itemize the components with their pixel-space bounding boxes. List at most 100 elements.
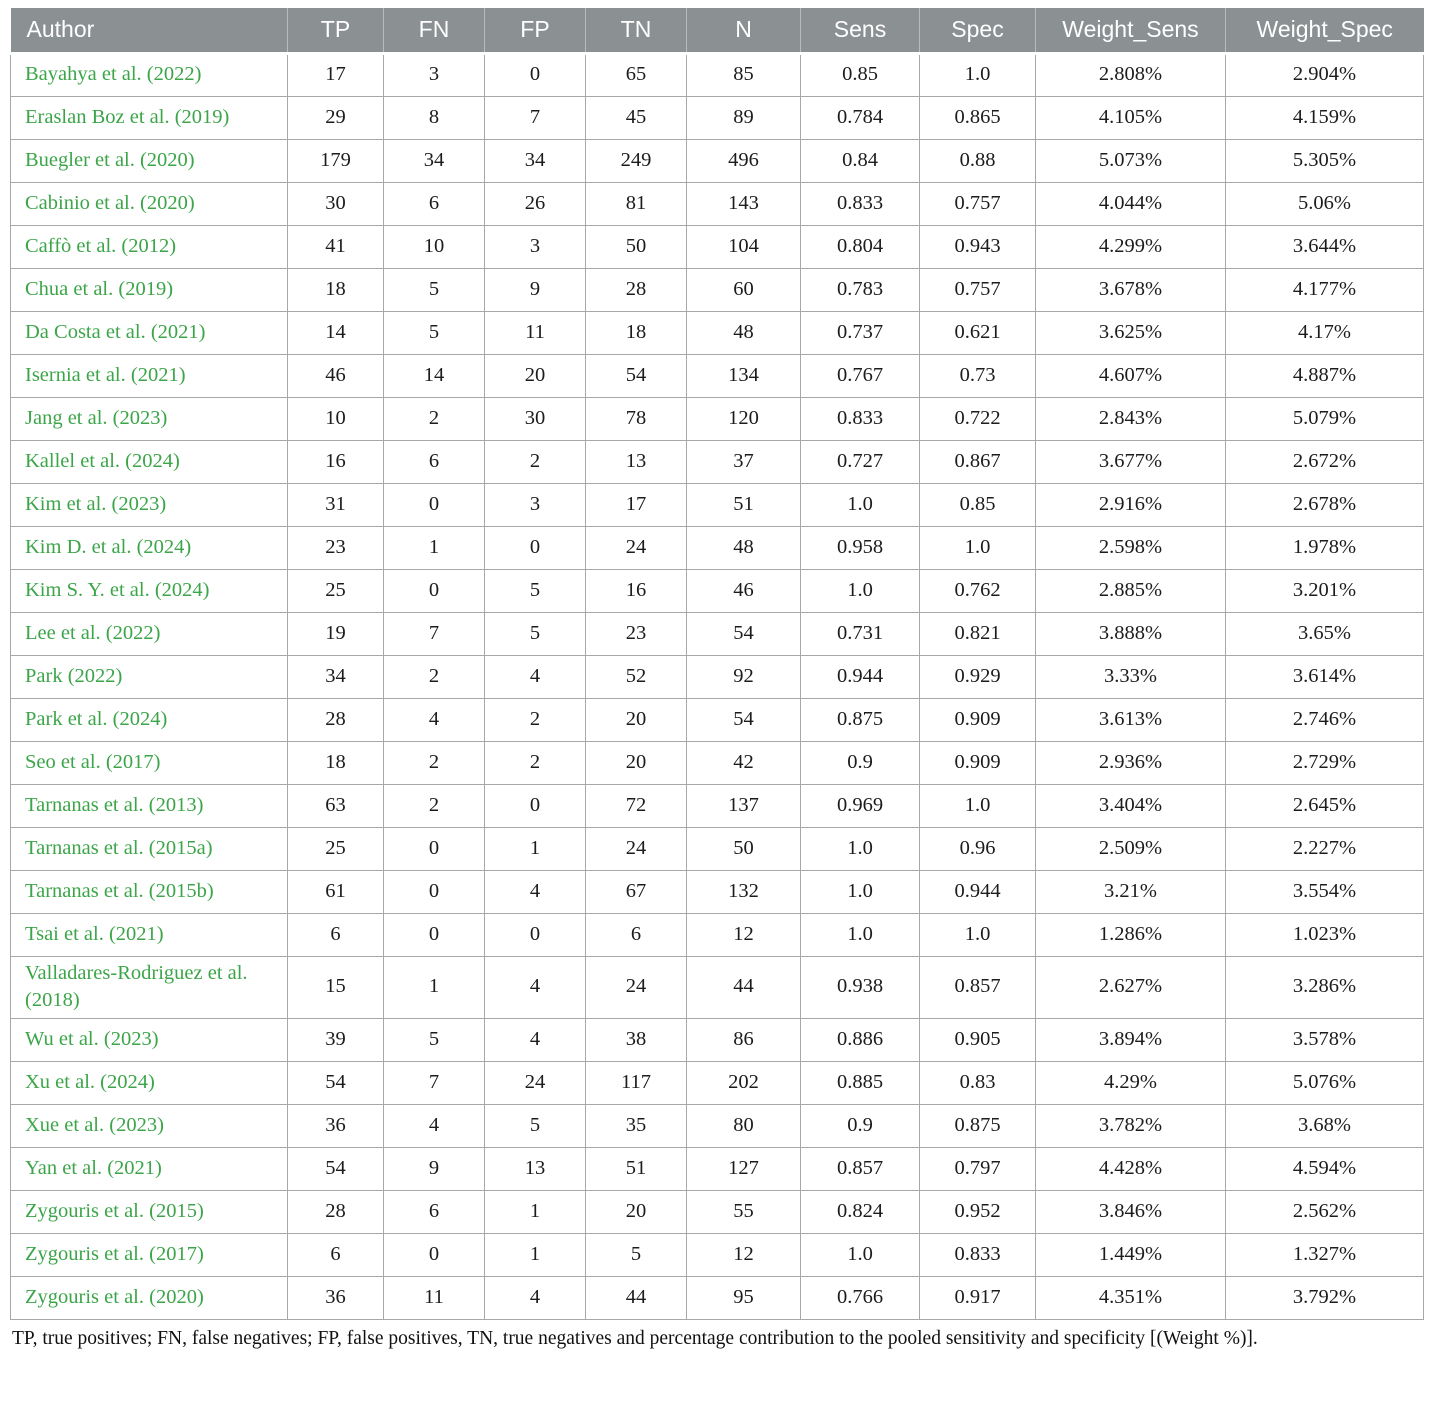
cell-sens: 1.0 (800, 482, 920, 527)
cell-fp: 20 (484, 353, 586, 398)
cell-weight_spec: 2.678% (1225, 482, 1424, 527)
cell-sens: 0.784 (800, 95, 920, 140)
cell-weight_sens: 3.625% (1035, 310, 1226, 355)
author-citation-link[interactable]: Tarnanas et al. (2015a) (10, 826, 288, 871)
author-citation-link[interactable]: Eraslan Boz et al. (2019) (10, 95, 288, 140)
cell-spec: 0.865 (919, 95, 1036, 140)
author-citation-link[interactable]: Zygouris et al. (2020) (10, 1275, 288, 1320)
cell-sens: 0.727 (800, 439, 920, 484)
author-citation-link[interactable]: Kim S. Y. et al. (2024) (10, 568, 288, 613)
cell-sens: 0.857 (800, 1146, 920, 1191)
cell-spec: 0.917 (919, 1275, 1036, 1320)
cell-n: 44 (686, 955, 801, 1019)
cell-weight_spec: 3.68% (1225, 1103, 1424, 1148)
cell-tn: 6 (585, 912, 687, 957)
author-citation-link[interactable]: Tarnanas et al. (2015b) (10, 869, 288, 914)
cell-tp: 18 (287, 267, 384, 312)
cell-tn: 44 (585, 1275, 687, 1320)
author-citation-link[interactable]: Seo et al. (2017) (10, 740, 288, 785)
table-row: Buegler et al. (2020) 179 34 34 249 496 0.84 0.… (10, 138, 1424, 183)
cell-fn: 6 (383, 439, 485, 484)
table-row: Yan et al. (2021) 54 9 13 51 127 0.857 0.797 4.4… (10, 1146, 1424, 1191)
author-citation-link[interactable]: Tarnanas et al. (2013) (10, 783, 288, 828)
cell-sens: 0.85 (800, 52, 920, 97)
author-citation-link[interactable]: Kim D. et al. (2024) (10, 525, 288, 570)
cell-tp: 36 (287, 1275, 384, 1320)
cell-sens: 0.938 (800, 955, 920, 1019)
cell-sens: 1.0 (800, 1232, 920, 1277)
cell-weight_sens: 2.509% (1035, 826, 1226, 871)
cell-tn: 78 (585, 396, 687, 441)
author-citation-link[interactable]: Valladares-Rodriguez et al. (2018) (10, 955, 288, 1019)
cell-fn: 7 (383, 1060, 485, 1105)
cell-n: 37 (686, 439, 801, 484)
table-row: Lee et al. (2022) 19 7 5 23 54 0.731 0.821 3.888… (10, 611, 1424, 656)
author-citation-link[interactable]: Park et al. (2024) (10, 697, 288, 742)
cell-n: 86 (686, 1017, 801, 1062)
author-citation-link[interactable]: Lee et al. (2022) (10, 611, 288, 656)
cell-spec: 0.929 (919, 654, 1036, 699)
cell-fn: 2 (383, 654, 485, 699)
cell-weight_spec: 4.887% (1225, 353, 1424, 398)
cell-spec: 0.83 (919, 1060, 1036, 1105)
table-row: Kim S. Y. et al. (2024) 25 0 5 16 46 1.0 0.762 2… (10, 568, 1424, 613)
cell-tn: 38 (585, 1017, 687, 1062)
table-row: Tarnanas et al. (2015b) 61 0 4 67 132 1.0 0.944… (10, 869, 1424, 914)
cell-fp: 9 (484, 267, 586, 312)
cell-sens: 0.9 (800, 740, 920, 785)
cell-tp: 15 (287, 955, 384, 1019)
cell-weight_spec: 4.594% (1225, 1146, 1424, 1191)
author-citation-link[interactable]: Cabinio et al. (2020) (10, 181, 288, 226)
author-citation-link[interactable]: Tsai et al. (2021) (10, 912, 288, 957)
cell-fp: 13 (484, 1146, 586, 1191)
author-citation-link[interactable]: Chua et al. (2019) (10, 267, 288, 312)
column-header-tp: TP (287, 8, 384, 55)
author-citation-link[interactable]: Park (2022) (10, 654, 288, 699)
author-citation-link[interactable]: Isernia et al. (2021) (10, 353, 288, 398)
cell-tn: 249 (585, 138, 687, 183)
cell-tp: 63 (287, 783, 384, 828)
author-citation-link[interactable]: Jang et al. (2023) (10, 396, 288, 441)
author-citation-link[interactable]: Kim et al. (2023) (10, 482, 288, 527)
column-header-weight_spec: Weight_Spec (1225, 8, 1424, 55)
cell-tp: 28 (287, 697, 384, 742)
cell-fp: 0 (484, 52, 586, 97)
cell-n: 80 (686, 1103, 801, 1148)
cell-weight_sens: 1.286% (1035, 912, 1226, 957)
author-citation-link[interactable]: Kallel et al. (2024) (10, 439, 288, 484)
author-citation-link[interactable]: Bayahya et al. (2022) (10, 52, 288, 97)
table-row: Tsai et al. (2021) 6 0 0 6 12 1.0 1.0 1.286% 1.02… (10, 912, 1424, 957)
cell-weight_sens: 2.936% (1035, 740, 1226, 785)
table-row: Xue et al. (2023) 36 4 5 35 80 0.9 0.875 3.782% 3… (10, 1103, 1424, 1148)
cell-weight_spec: 3.65% (1225, 611, 1424, 656)
author-citation-link[interactable]: Buegler et al. (2020) (10, 138, 288, 183)
cell-sens: 0.804 (800, 224, 920, 269)
cell-fn: 9 (383, 1146, 485, 1191)
cell-fn: 5 (383, 310, 485, 355)
author-citation-link[interactable]: Xu et al. (2024) (10, 1060, 288, 1105)
cell-fn: 2 (383, 740, 485, 785)
author-citation-link[interactable]: Da Costa et al. (2021) (10, 310, 288, 355)
cell-weight_sens: 3.33% (1035, 654, 1226, 699)
author-citation-link[interactable]: Wu et al. (2023) (10, 1017, 288, 1062)
author-citation-link[interactable]: Yan et al. (2021) (10, 1146, 288, 1191)
table-row: Caffò et al. (2012) 41 10 3 50 104 0.804 0.943 4… (10, 224, 1424, 269)
author-citation-link[interactable]: Xue et al. (2023) (10, 1103, 288, 1148)
cell-tp: 54 (287, 1146, 384, 1191)
cell-weight_spec: 4.17% (1225, 310, 1424, 355)
cell-n: 51 (686, 482, 801, 527)
cell-weight_sens: 4.105% (1035, 95, 1226, 140)
cell-weight_sens: 3.404% (1035, 783, 1226, 828)
table-row: Zygouris et al. (2020) 36 11 4 44 95 0.766 0.91… (10, 1275, 1424, 1320)
cell-fn: 6 (383, 181, 485, 226)
cell-weight_spec: 1.327% (1225, 1232, 1424, 1277)
cell-fp: 1 (484, 1232, 586, 1277)
author-citation-link[interactable]: Zygouris et al. (2015) (10, 1189, 288, 1234)
cell-spec: 1.0 (919, 52, 1036, 97)
cell-fn: 11 (383, 1275, 485, 1320)
author-citation-link[interactable]: Zygouris et al. (2017) (10, 1232, 288, 1277)
cell-n: 85 (686, 52, 801, 97)
cell-fp: 4 (484, 1017, 586, 1062)
cell-fn: 2 (383, 396, 485, 441)
author-citation-link[interactable]: Caffò et al. (2012) (10, 224, 288, 269)
